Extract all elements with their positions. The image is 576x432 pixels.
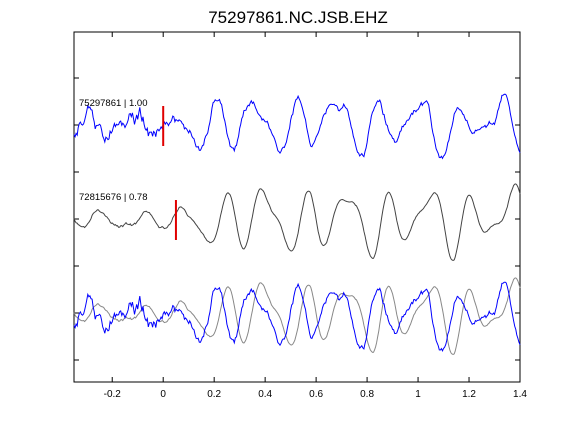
x-tick-label: 1.2	[462, 389, 476, 400]
template-trace-label: 75297861 | 1.00	[79, 98, 148, 109]
x-tick-label: 0.8	[360, 389, 374, 400]
trace-match: 72815676 | 0.78	[73, 183, 521, 262]
x-tick-label: 1	[415, 389, 421, 400]
overlay-traces	[73, 277, 521, 356]
y-axis-ticks	[74, 77, 520, 361]
template-waveform-line	[73, 93, 521, 160]
overlay-gray-waveform-line	[73, 277, 521, 356]
x-tick-label: -0.2	[104, 389, 122, 400]
x-tick-label: 0.6	[309, 389, 323, 400]
x-tick-label: 0.4	[258, 389, 272, 400]
x-axis-ticks: -0.2 0 0.2 0.4 0.6 0.8 1 1.2 1.4	[104, 32, 527, 400]
overlay-blue-waveform-line	[73, 281, 521, 352]
plot-frame	[73, 31, 521, 383]
chart-title: 75297861.NC.JSB.EHZ	[208, 8, 388, 27]
x-tick-label: 0	[160, 389, 166, 400]
match-trace-label: 72815676 | 0.78	[79, 192, 148, 203]
match-waveform-line	[73, 183, 521, 262]
trace-template: 75297861 | 1.00	[73, 93, 521, 160]
x-tick-label: 1.4	[513, 389, 527, 400]
x-tick-label: 0.2	[207, 389, 221, 400]
